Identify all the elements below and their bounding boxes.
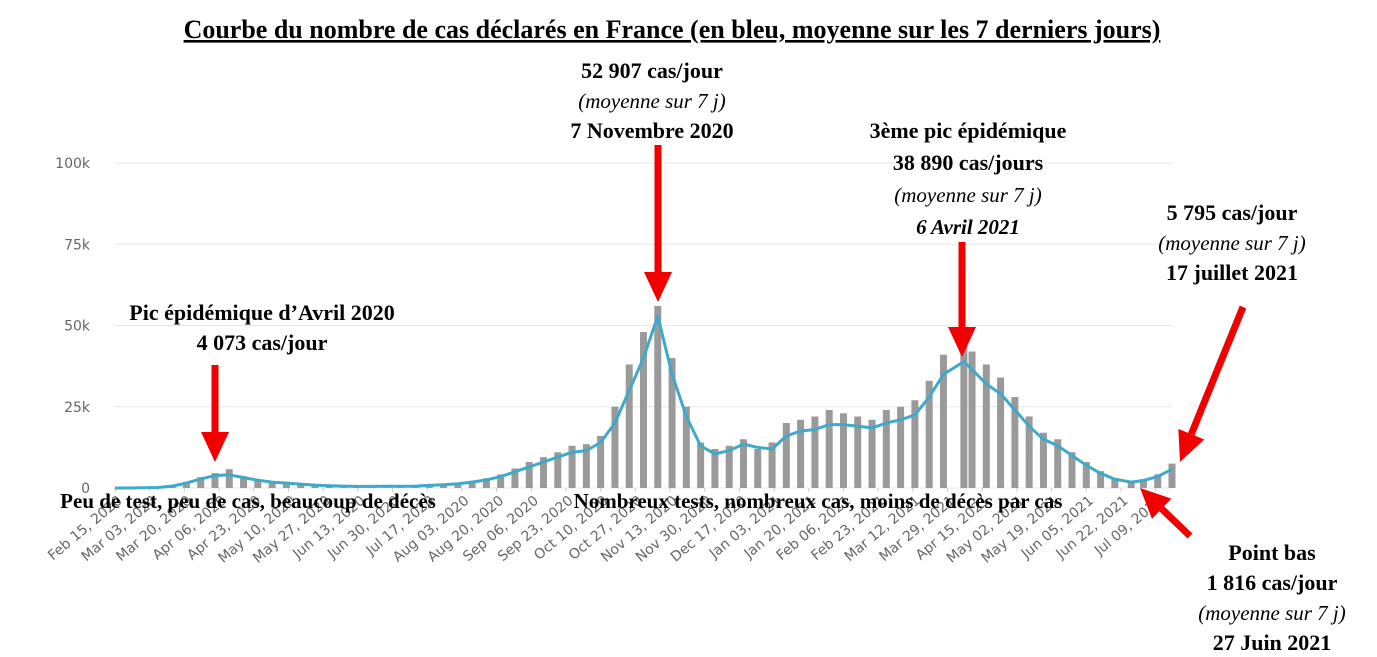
arrow-head <box>1178 428 1205 462</box>
annotation: Point bas <box>1228 540 1316 565</box>
bar <box>1082 462 1090 488</box>
bar <box>1168 463 1176 488</box>
bar <box>1154 474 1162 488</box>
bar <box>197 477 205 488</box>
bar <box>711 449 719 488</box>
bar <box>782 423 790 488</box>
bar <box>739 439 747 488</box>
bar <box>654 306 662 488</box>
y-tick-label: 25k <box>64 400 91 416</box>
bar <box>668 358 676 488</box>
annotation: 6 Avril 2021 <box>916 215 1020 239</box>
bar <box>640 332 647 488</box>
bar <box>868 419 876 488</box>
annotation: (moyenne sur 7 j) <box>1198 601 1346 625</box>
bar <box>797 419 805 488</box>
arrow-head <box>644 272 672 302</box>
average-line <box>115 314 1173 490</box>
bar <box>240 476 248 488</box>
bar <box>939 354 947 488</box>
bar <box>482 478 490 488</box>
bar <box>697 442 705 488</box>
bar <box>825 410 833 488</box>
bar <box>1097 471 1105 488</box>
annotation: (moyenne sur 7 j) <box>1158 231 1306 255</box>
bar <box>1011 397 1019 488</box>
bar <box>297 483 305 488</box>
bar <box>282 482 290 488</box>
bar <box>454 483 462 488</box>
arrow-head <box>1140 488 1172 519</box>
period-label: Peu de test, peu de cas, beaucoup de déc… <box>60 489 436 513</box>
bar <box>960 345 968 488</box>
bar <box>1054 439 1062 488</box>
bar <box>540 457 548 488</box>
bar <box>1127 481 1135 488</box>
annotation: 5 795 cas/jour <box>1167 200 1298 225</box>
bar <box>582 444 590 488</box>
annotation: 52 907 cas/jour <box>581 58 723 83</box>
bar <box>182 481 190 488</box>
bar <box>925 380 933 488</box>
annotation: 7 Novembre 2020 <box>570 118 733 143</box>
bar <box>754 449 762 488</box>
annotation: 1 816 cas/jour <box>1207 570 1338 595</box>
bar <box>568 445 576 488</box>
arrow-head <box>948 327 976 357</box>
chart-title: Courbe du nombre de cas déclarés en Fran… <box>184 15 1161 44</box>
bar <box>725 445 733 488</box>
arrow-shaft <box>1159 506 1193 539</box>
y-tick-label: 75k <box>64 237 91 253</box>
bar <box>768 442 776 488</box>
bar <box>625 364 633 488</box>
bar <box>882 410 890 488</box>
annotation: 38 890 cas/jours <box>893 150 1044 175</box>
annotation: 17 juillet 2021 <box>1166 260 1298 285</box>
y-tick-label: 50k <box>64 319 91 335</box>
annotation: 4 073 cas/jour <box>197 330 328 355</box>
arrow-head <box>201 432 229 462</box>
bar <box>1111 477 1119 488</box>
annotation: 27 Juin 2021 <box>1213 630 1332 655</box>
bar <box>682 406 690 488</box>
bar <box>268 481 276 488</box>
annotation: (moyenne sur 7 j) <box>894 183 1042 207</box>
bar <box>554 452 562 488</box>
bar <box>997 377 1005 488</box>
bar <box>1139 479 1147 488</box>
annotation: 3ème pic épidémique <box>870 118 1067 143</box>
bar <box>982 364 990 488</box>
bar <box>511 468 519 488</box>
bar <box>811 416 819 488</box>
bar <box>254 479 262 488</box>
bar <box>211 473 219 488</box>
bar <box>1025 416 1033 488</box>
arrow-shaft <box>1188 305 1247 436</box>
bar <box>968 351 976 488</box>
annotation: Pic épidémique d’Avril 2020 <box>129 300 394 325</box>
annotation: (moyenne sur 7 j) <box>578 89 726 113</box>
bar <box>839 413 847 488</box>
bar <box>611 406 619 488</box>
y-tick-label: 0 <box>81 481 90 497</box>
bar <box>854 416 862 488</box>
bar <box>497 474 505 488</box>
bar <box>1039 432 1047 488</box>
bar <box>525 462 533 488</box>
bar <box>468 480 476 488</box>
y-tick-label: 100k <box>55 156 91 172</box>
period-label: Nombreux tests, nombreux cas, moins de d… <box>574 489 1063 513</box>
bar <box>1068 452 1076 488</box>
bar <box>897 406 905 488</box>
bar <box>911 400 919 488</box>
bar <box>597 436 605 488</box>
bar <box>225 469 233 488</box>
